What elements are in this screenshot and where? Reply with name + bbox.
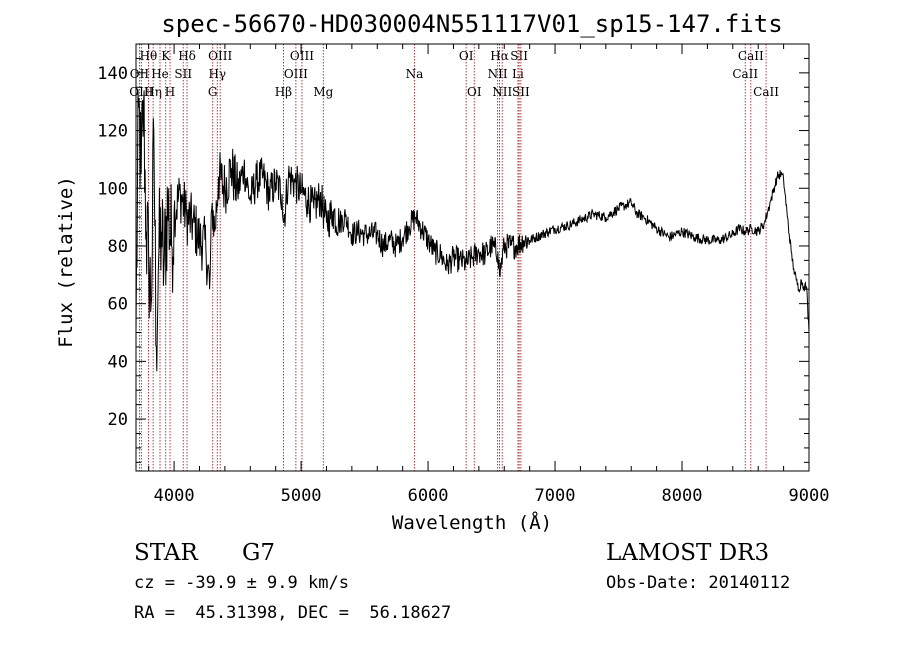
y-tick-label-5: 120	[97, 122, 128, 142]
plot-frame	[135, 43, 810, 472]
line-label-25: CaII	[738, 49, 764, 63]
line-label-21: NII	[492, 85, 512, 99]
line-label-20: NII	[488, 67, 508, 81]
line-label-26: CaII	[732, 67, 758, 81]
line-label-4: K	[161, 49, 171, 63]
y-tick-label-6: 140	[97, 64, 128, 84]
x-axis-label: Wavelength (Å)	[392, 511, 552, 534]
line-label-24: SII	[512, 85, 530, 99]
x-tick-label-5: 9000	[789, 486, 830, 506]
y-tick-label-0: 20	[108, 410, 128, 430]
line-label-5: He	[151, 67, 169, 81]
line-label-1: OII	[130, 67, 150, 81]
axis-ticks: 4000 5000 6000 7000 8000 9000 20 40 60 80 100 120 14…	[97, 44, 829, 506]
line-label-23: Li	[512, 67, 524, 81]
line-label-14: OIII	[284, 67, 308, 81]
chart-title: spec-56670-HD030004N551117V01_sp15-147.f…	[161, 10, 782, 38]
line-label-3: Hη	[144, 85, 162, 99]
line-label-11: G	[208, 85, 218, 99]
line-label-6: H	[165, 85, 175, 99]
y-axis-label: Flux (relative)	[55, 176, 77, 348]
line-label-2: OIII	[129, 85, 153, 99]
x-tick-label-1: 5000	[281, 486, 322, 506]
x-tick-label-3: 7000	[535, 486, 576, 506]
x-tick-label-0: 4000	[154, 486, 195, 506]
line-label-10: Hγ	[208, 67, 226, 81]
x-tick-label-2: 6000	[408, 486, 449, 506]
line-label-13: OIII	[290, 49, 314, 63]
spectrum-line	[135, 89, 810, 372]
y-tick-label-2: 60	[108, 295, 128, 315]
line-label-12: Hβ	[275, 85, 292, 99]
x-tick-label-4: 8000	[662, 486, 703, 506]
line-label-19: Hα	[490, 49, 509, 63]
line-label-16: Na	[406, 67, 424, 81]
line-label-0: Hθ	[140, 49, 158, 63]
coordinates: RA = 45.31398, DEC = 56.18627	[134, 603, 452, 623]
redshift-text: cz = -39.9 ± 9.9 km/s	[134, 573, 349, 593]
y-tick-label-3: 80	[108, 237, 128, 257]
y-tick-label-4: 100	[97, 179, 128, 199]
line-label-9: OIII	[208, 49, 232, 63]
object-class: STAR	[134, 540, 198, 566]
y-tick-label-1: 40	[108, 352, 128, 372]
line-label-27: CaII	[753, 85, 779, 99]
line-label-7: Hδ	[178, 49, 196, 63]
spectrum-series	[135, 89, 810, 372]
line-label-18: OI	[467, 85, 482, 99]
line-label-8: SII	[174, 67, 192, 81]
subclass: G7	[242, 540, 276, 566]
obs-date: Obs-Date: 20140112	[606, 573, 791, 593]
line-label-22: SII	[510, 49, 528, 63]
line-label-15: Mg	[313, 85, 333, 99]
line-label-17: OI	[459, 49, 474, 63]
survey-name: LAMOST DR3	[606, 540, 770, 566]
